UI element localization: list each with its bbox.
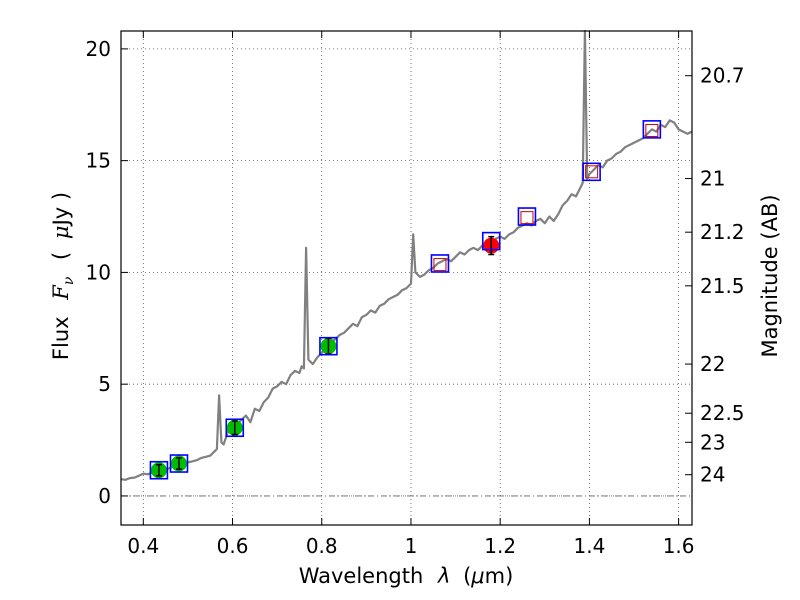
spectrum-line bbox=[120, 29, 693, 481]
x-tick-label: 1 bbox=[405, 534, 418, 558]
plot-area bbox=[120, 29, 693, 481]
x-tick-label: 0.6 bbox=[217, 534, 249, 558]
x-tick-label: 1.2 bbox=[484, 534, 516, 558]
upper-limit-marker bbox=[585, 165, 599, 179]
y-tick-label: 20 bbox=[86, 37, 111, 61]
x-tick-label: 1.4 bbox=[573, 534, 605, 558]
model-flux-box bbox=[517, 207, 537, 226]
x-tick-label: 1.6 bbox=[663, 534, 695, 558]
upper-limit-marker bbox=[645, 123, 659, 137]
y-tick-label: 0 bbox=[98, 484, 111, 508]
upper-limit-marker bbox=[520, 211, 534, 225]
mag-tick-label: 21 bbox=[700, 167, 725, 191]
x-axis-label: Wavelength λ (μm) bbox=[299, 564, 514, 588]
y-tick-label: 15 bbox=[86, 149, 111, 173]
y-tick-label: 5 bbox=[98, 372, 111, 396]
model-flux-box bbox=[169, 454, 189, 473]
y-axis-label: Flux Fν ( μJy ) bbox=[49, 192, 78, 360]
magnitude-axis-label: Magnitude (AB) bbox=[758, 194, 782, 357]
y-tick-label: 10 bbox=[86, 260, 111, 284]
mag-tick-label: 23 bbox=[700, 430, 725, 454]
model-flux-box bbox=[430, 254, 450, 273]
mag-tick-label: 22.5 bbox=[700, 401, 745, 425]
mag-tick-label: 22 bbox=[700, 352, 725, 376]
model-flux-box bbox=[642, 120, 662, 139]
model-flux-box bbox=[319, 336, 338, 356]
upper-limit-marker bbox=[433, 258, 447, 272]
model-flux-box bbox=[582, 162, 601, 182]
mag-tick-label: 21.2 bbox=[700, 220, 745, 244]
mag-tick-label: 24 bbox=[700, 463, 725, 487]
x-tick-label: 0.4 bbox=[127, 534, 159, 558]
mag-tick-label: 20.7 bbox=[700, 64, 745, 88]
model-flux-box bbox=[481, 231, 501, 251]
grid bbox=[121, 31, 692, 525]
x-tick-label: 0.8 bbox=[306, 534, 338, 558]
model-flux-box bbox=[149, 460, 169, 480]
model-flux-box bbox=[225, 418, 245, 438]
axes-frame bbox=[120, 30, 693, 526]
mag-tick-label: 21.5 bbox=[700, 274, 745, 298]
axis-ticks: 0.4 0.6 0.8 1 1.2 1.4 1.6 0 5 10 15 20 20.7 21 21.2 21.… bbox=[86, 31, 745, 558]
